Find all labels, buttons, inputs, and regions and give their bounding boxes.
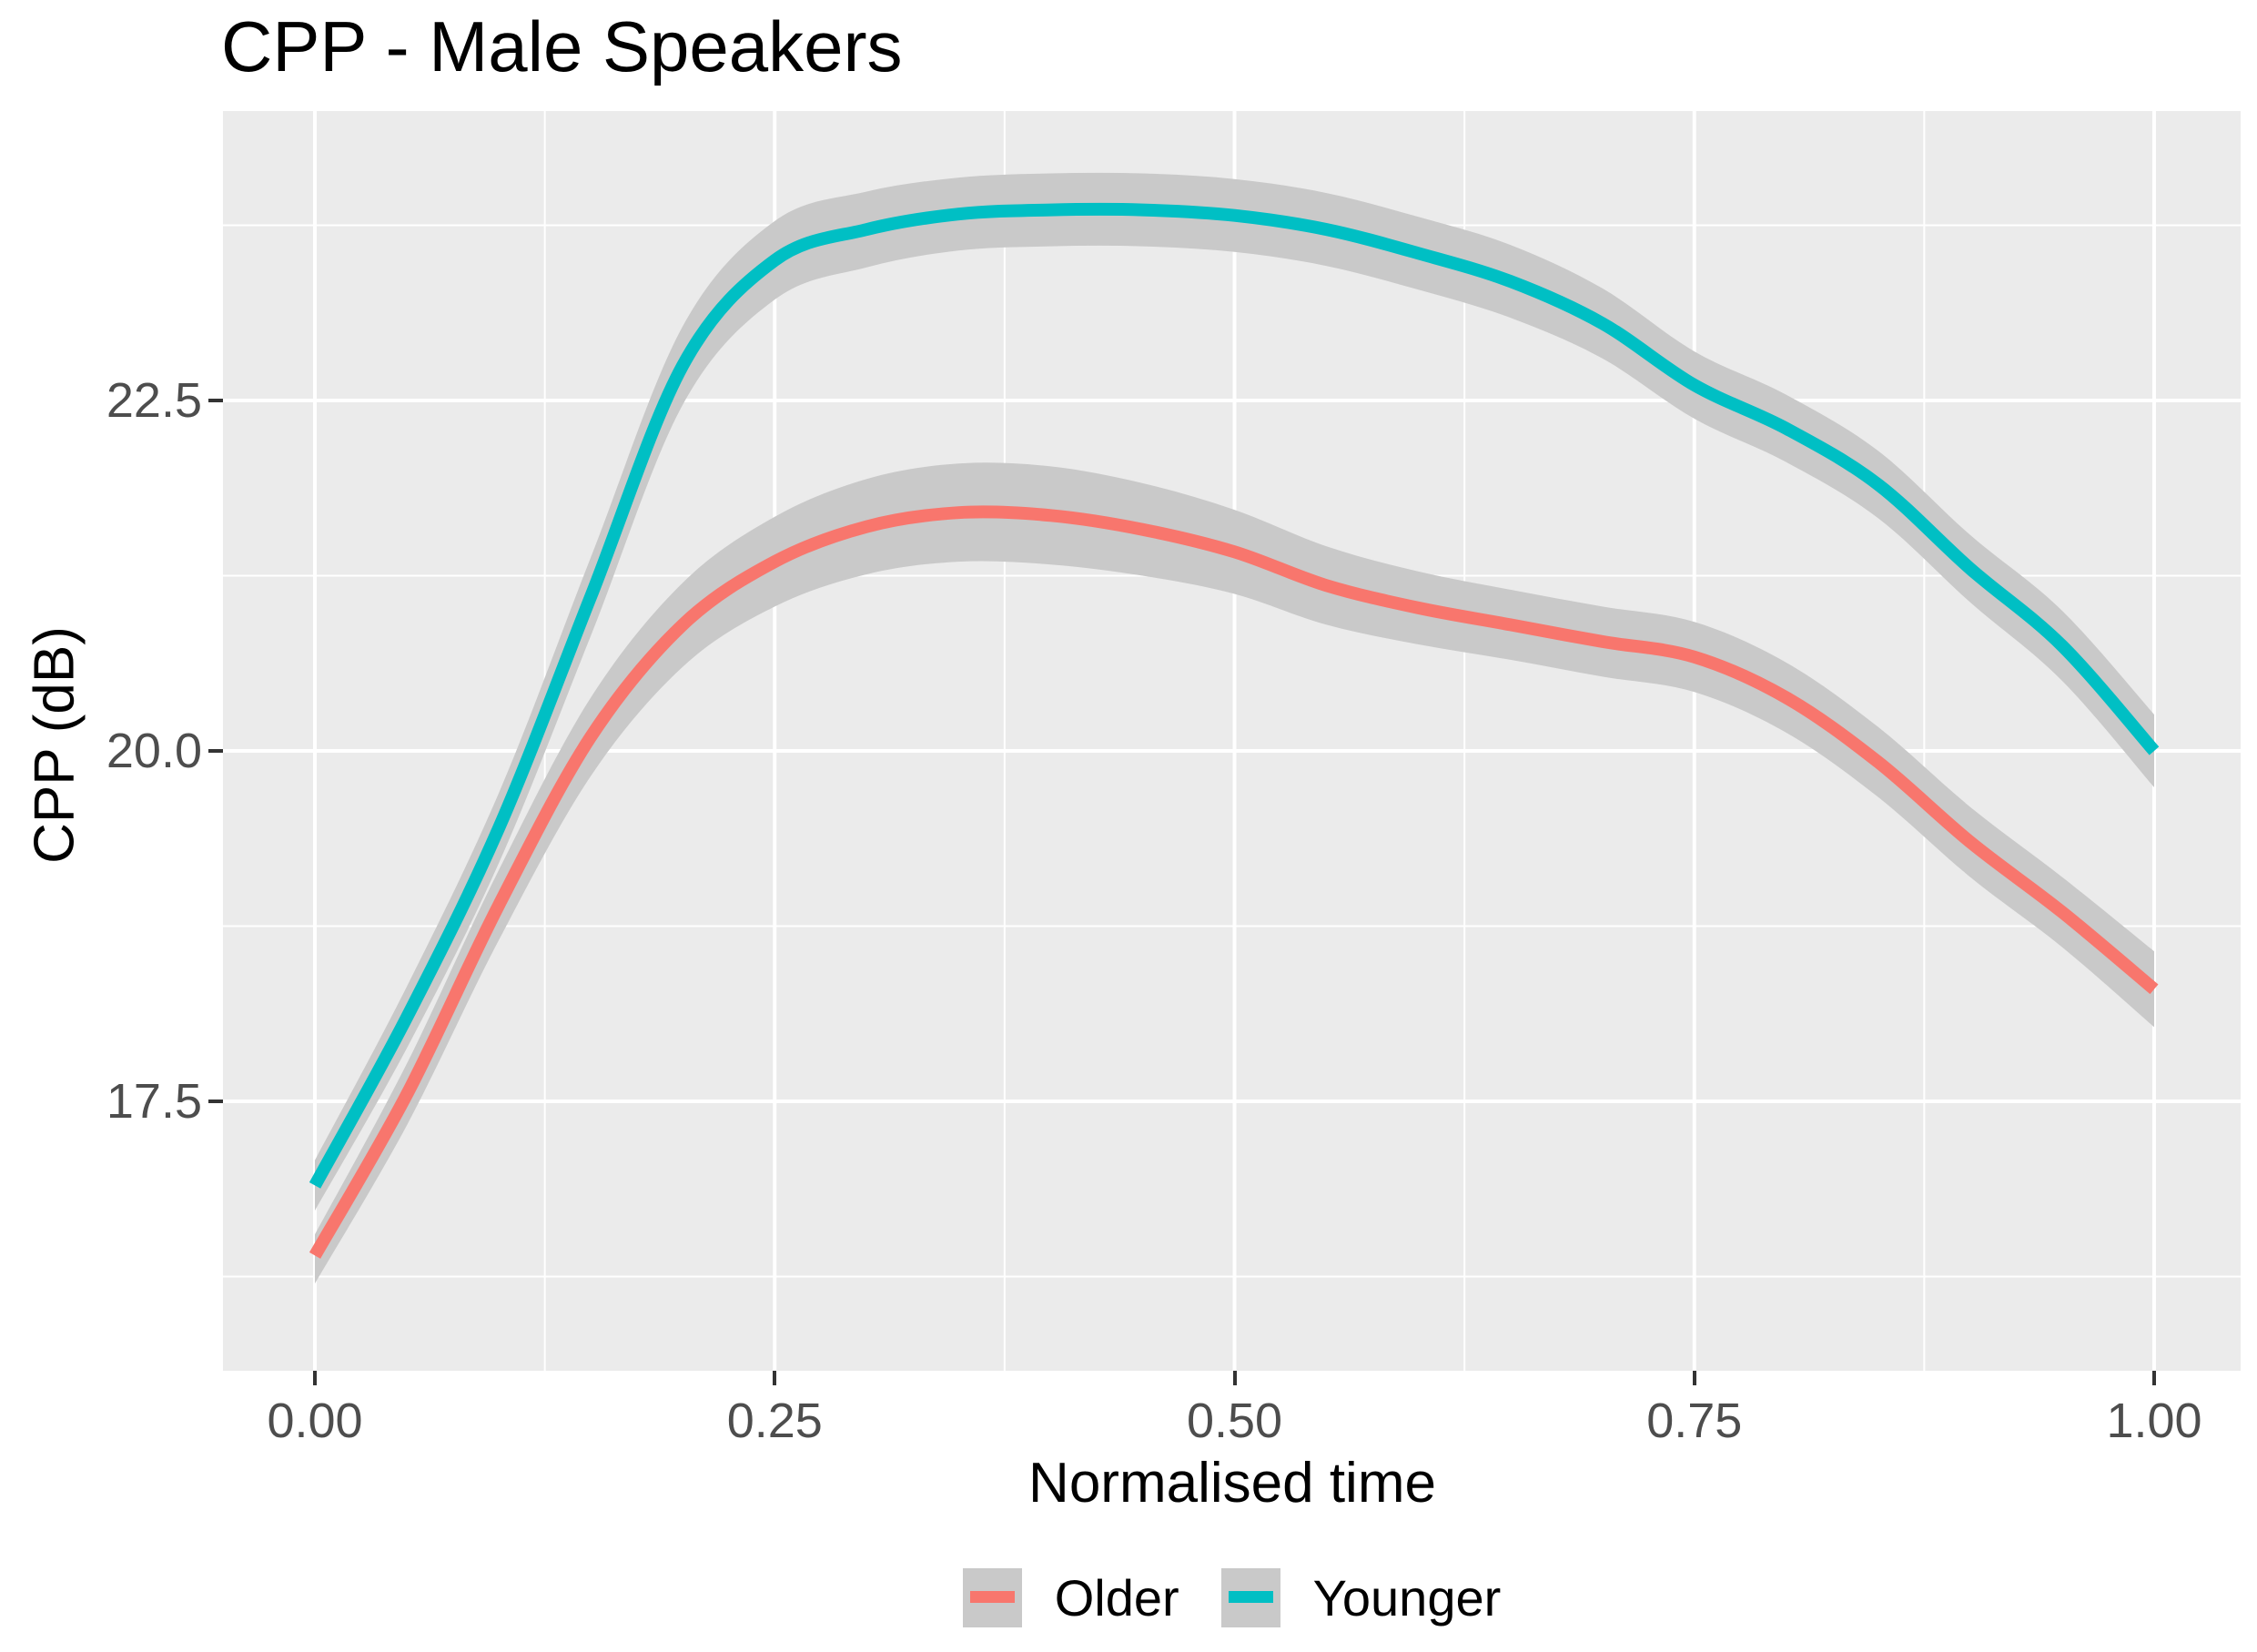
y-tick-mark xyxy=(208,749,223,753)
legend-label-younger: Younger xyxy=(1312,1568,1502,1627)
plot-panel xyxy=(223,111,2241,1371)
older-line-swatch xyxy=(969,1591,1015,1603)
trend-line-older xyxy=(309,505,2159,1259)
y-tick-label: 20.0 xyxy=(106,724,202,778)
younger-line-swatch xyxy=(1228,1591,1273,1603)
legend-item-older: Older xyxy=(962,1567,1179,1627)
x-tick-mark xyxy=(1692,1371,1696,1385)
y-axis-title: CPP (dB) xyxy=(23,626,86,864)
x-tick-label: 0.25 xyxy=(726,1394,823,1448)
x-tick-label: 0.00 xyxy=(267,1394,363,1448)
trend-line-younger xyxy=(309,202,2160,1189)
plot-title: CPP - Male Speakers xyxy=(221,6,903,86)
legend: Older Younger xyxy=(223,1566,2241,1628)
y-tick-label: 17.5 xyxy=(106,1074,202,1129)
legend-item-younger: Younger xyxy=(1220,1567,1502,1627)
legend-key-younger xyxy=(1220,1567,1280,1627)
y-tick-mark xyxy=(208,399,223,402)
x-tick-label: 0.75 xyxy=(1646,1394,1743,1448)
panel-background xyxy=(223,111,2241,1371)
y-tick-mark xyxy=(208,1100,223,1103)
legend-key-older xyxy=(962,1567,1022,1627)
x-axis-title: Normalised time xyxy=(1028,1452,1436,1515)
x-tick-label: 1.00 xyxy=(2106,1394,2202,1448)
x-tick-mark xyxy=(313,1371,317,1385)
x-tick-mark xyxy=(1232,1371,1237,1385)
x-tick-mark xyxy=(773,1371,777,1385)
legend-label-older: Older xyxy=(1054,1568,1179,1627)
y-tick-label: 22.5 xyxy=(106,373,202,428)
x-tick-label: 0.50 xyxy=(1186,1394,1283,1448)
ci-ribbon-older xyxy=(315,462,2154,1284)
x-tick-mark xyxy=(2152,1371,2156,1385)
